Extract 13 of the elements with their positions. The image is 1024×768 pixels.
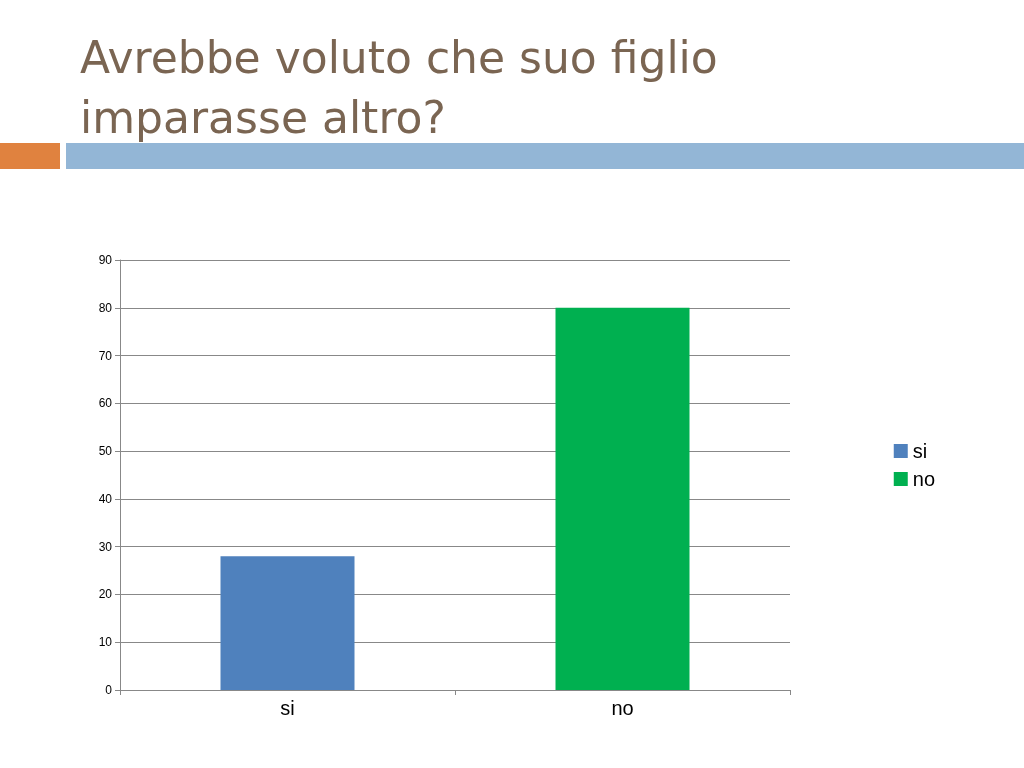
y-tick-label: 90 xyxy=(98,253,113,267)
y-tick-label: 60 xyxy=(98,396,113,411)
legend-label: si xyxy=(912,440,928,462)
legend-label: no xyxy=(912,468,935,490)
y-tick-label: 80 xyxy=(98,300,113,315)
y-tick-label: 30 xyxy=(98,539,113,554)
chart-title: Avrebbe voluto che suo figlio imparasse altro? xyxy=(80,31,719,145)
y-tick-label: 50 xyxy=(98,444,113,459)
y-tick-label: 40 xyxy=(98,491,113,506)
y-tick-label: 10 xyxy=(98,635,113,650)
y-tick-label: 0 xyxy=(105,683,113,697)
y-tick-label: 70 xyxy=(98,348,113,363)
y-tick-label: 20 xyxy=(98,587,113,602)
